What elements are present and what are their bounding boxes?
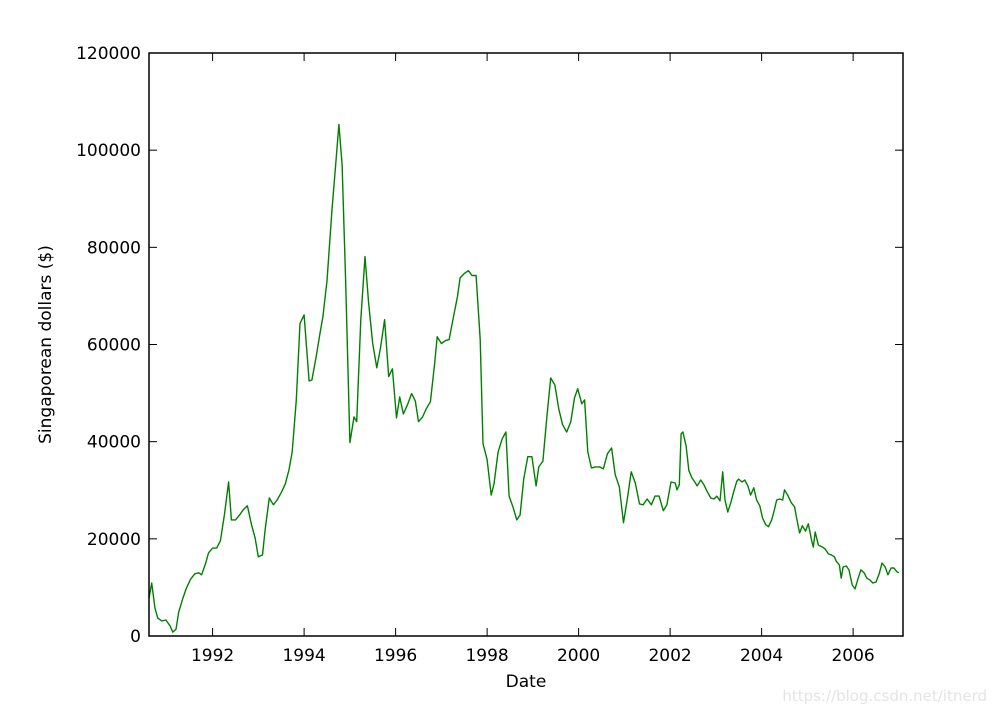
y-tick-label: 100000 (76, 141, 141, 161)
x-tick-label: 2004 (740, 646, 783, 666)
y-tick-label: 0 (130, 627, 141, 647)
x-tick-label: 2000 (557, 646, 600, 666)
x-tick-label: 1996 (374, 646, 417, 666)
plot-area (148, 123, 900, 633)
x-tick-label: 2002 (648, 646, 691, 666)
y-tick-label: 60000 (87, 336, 141, 356)
y-tick-label: 80000 (87, 238, 141, 258)
y-axis-label: Singaporean dollars ($) (36, 245, 56, 444)
y-tick-label: 40000 (87, 433, 141, 453)
watermark: https://blog.csdn.net/itnerd (782, 687, 987, 705)
x-tick-label: 1992 (191, 646, 234, 666)
y-tick-label: 20000 (87, 530, 141, 550)
plot-frame (148, 52, 904, 637)
series-line (148, 123, 900, 633)
y-tick-label: 120000 (76, 44, 141, 64)
x-tick-label: 1998 (465, 646, 508, 666)
x-tick-label: 2006 (831, 646, 874, 666)
x-tick-label: 1994 (282, 646, 325, 666)
x-axis-label: Date (506, 672, 547, 692)
axis-ticks: 1992 1994 1996 1998 2000 2002 2004 2006 0 20000 40… (76, 44, 903, 666)
